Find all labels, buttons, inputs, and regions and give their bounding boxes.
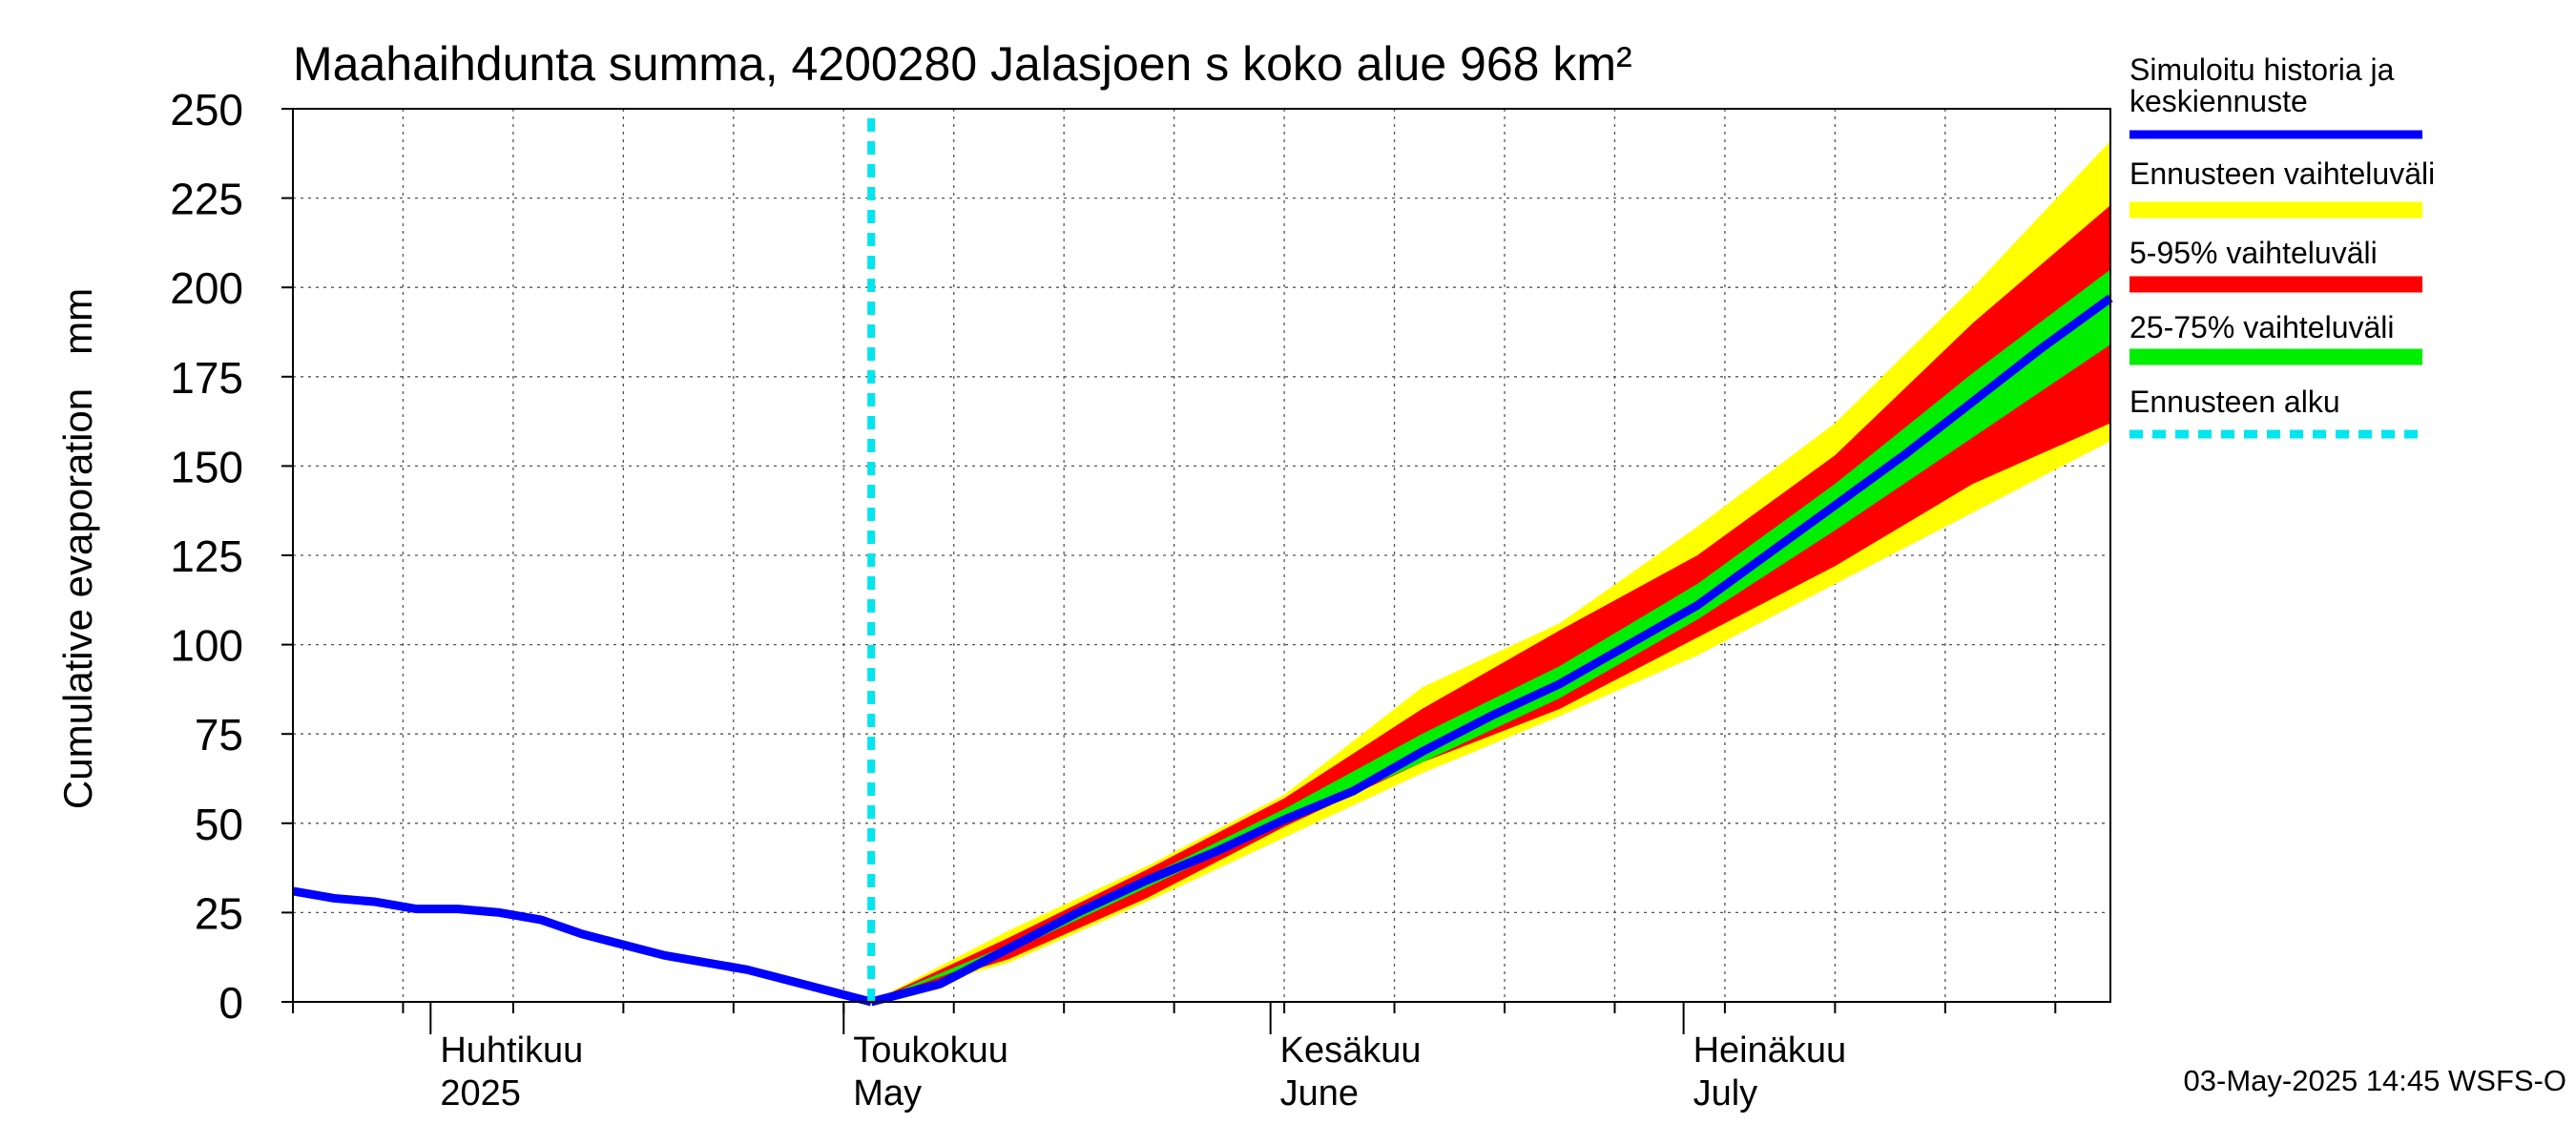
y-tick-label: 225 xyxy=(170,175,243,224)
legend-item-start: Ennusteen alku xyxy=(2129,385,2422,439)
legend-swatch xyxy=(2129,201,2422,219)
legend-label: Ennusteen vaihteluväli xyxy=(2129,156,2435,191)
legend-label: 25-75% vaihteluväli xyxy=(2129,310,2395,344)
y-tick-label: 125 xyxy=(170,531,243,581)
month-sublabel: July xyxy=(1693,1073,1758,1114)
chart-title: Maahaihdunta summa, 4200280 Jalasjoen s … xyxy=(293,37,1632,91)
legend-item-p25_75: 25-75% vaihteluväli xyxy=(2129,310,2422,365)
legend-label: Simuloitu historia ja keskiennuste xyxy=(2129,52,2395,118)
month-label: Heinäkuu xyxy=(1693,1030,1847,1071)
median-forecast-line xyxy=(870,294,2113,1007)
legend-swatch xyxy=(2129,130,2422,139)
y-axis-label: Cumulative evaporation mm xyxy=(55,288,100,809)
y-tick-label: 100 xyxy=(170,621,243,671)
history-line xyxy=(292,886,873,1007)
y-tick-label: 200 xyxy=(170,263,243,313)
timestamp-label: 03-May-2025 14:45 WSFS-O xyxy=(2184,1064,2566,1097)
y-tick-label: 0 xyxy=(218,978,243,1028)
legend-item-range: Ennusteen vaihteluväli xyxy=(2129,156,2435,219)
legend-swatch xyxy=(2129,276,2422,293)
y-tick-label: 150 xyxy=(170,442,243,491)
y-tick-label: 50 xyxy=(195,800,243,849)
legend-item-p5_95: 5-95% vaihteluväli xyxy=(2129,236,2422,293)
month-sublabel: 2025 xyxy=(440,1073,521,1114)
month-label: Toukokuu xyxy=(853,1030,1008,1071)
legend-item-median: Simuloitu historia ja keskiennuste xyxy=(2129,52,2422,139)
grid xyxy=(293,109,2110,1002)
y-tick-label: 175 xyxy=(170,353,243,403)
month-label: Huhtikuu xyxy=(440,1030,583,1071)
month-sublabel: June xyxy=(1280,1073,1359,1114)
plot-area: 0 25 50 75 100 125 150 175 200 225 250 Huhtikuu2025… xyxy=(170,85,2113,1114)
legend-swatch xyxy=(2129,348,2422,365)
y-tick-label: 250 xyxy=(170,85,243,135)
y-tick-label: 25 xyxy=(195,888,243,938)
legend: Simuloitu historia ja keskiennuste Ennuste… xyxy=(2129,52,2435,439)
legend-label: 5-95% vaihteluväli xyxy=(2129,236,2378,270)
month-label: Kesäkuu xyxy=(1280,1030,1422,1071)
legend-label: Ennusteen alku xyxy=(2129,385,2340,419)
y-tick-label: 75 xyxy=(195,710,243,760)
month-sublabel: May xyxy=(853,1073,922,1114)
